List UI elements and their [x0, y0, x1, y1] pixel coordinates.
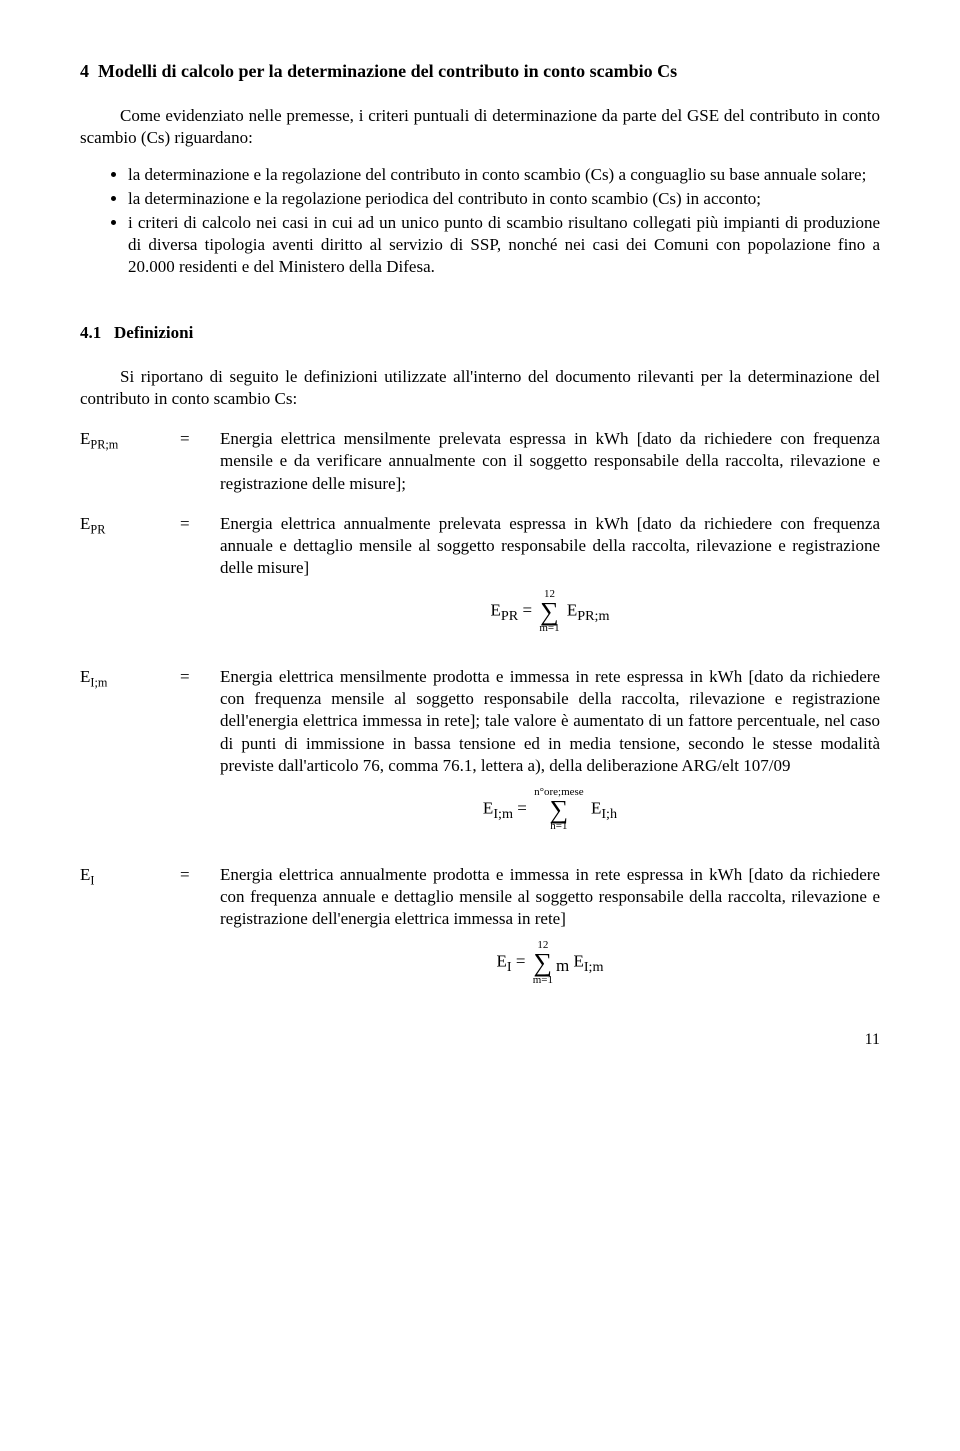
definition-formula: EPR = 12∑m=1 EPR;m	[220, 589, 880, 634]
subsection-intro: Si riportano di seguito le definizioni u…	[80, 366, 880, 410]
section-heading: Modelli di calcolo per la determinazione…	[98, 61, 677, 81]
definition-row: EPR=Energia elettrica annualmente prelev…	[80, 513, 880, 649]
definition-body: Energia elettrica mensilmente prelevata …	[220, 428, 880, 494]
definition-row: EPR;m=Energia elettrica mensilmente prel…	[80, 428, 880, 494]
definition-text: Energia elettrica mensilmente prodotta e…	[220, 666, 880, 776]
section-intro: Come evidenziato nelle premesse, i crite…	[80, 105, 880, 149]
definition-formula: EI = 12∑m=1m EI;m	[220, 940, 880, 985]
list-item: i criteri di calcolo nei casi in cui ad …	[128, 212, 880, 278]
definition-equals: =	[180, 513, 220, 535]
definition-text: Energia elettrica annualmente prelevata …	[220, 513, 880, 579]
definition-row: EI=Energia elettrica annualmente prodott…	[80, 864, 880, 1000]
definition-equals: =	[180, 428, 220, 450]
bullet-list: la determinazione e la regolazione del c…	[80, 164, 880, 278]
definition-row: EI;m=Energia elettrica mensilmente prodo…	[80, 666, 880, 846]
section-number: 4	[80, 61, 89, 81]
definition-text: Energia elettrica annualmente prodotta e…	[220, 864, 880, 930]
definition-symbol: EI	[80, 864, 180, 889]
page-number: 11	[80, 1030, 880, 1051]
definition-formula: EI;m = n°ore;mese∑h=1 EI;h	[220, 787, 880, 832]
definition-text: Energia elettrica mensilmente prelevata …	[220, 428, 880, 494]
list-item: la determinazione e la regolazione del c…	[128, 164, 880, 186]
definition-body: Energia elettrica annualmente prelevata …	[220, 513, 880, 649]
definition-body: Energia elettrica mensilmente prodotta e…	[220, 666, 880, 846]
definition-symbol: EPR;m	[80, 428, 180, 453]
definition-equals: =	[180, 666, 220, 688]
subsection-title: 4.1 Definizioni	[80, 322, 880, 344]
definition-symbol: EI;m	[80, 666, 180, 691]
list-item: la determinazione e la regolazione perio…	[128, 188, 880, 210]
definition-body: Energia elettrica annualmente prodotta e…	[220, 864, 880, 1000]
section-title: 4 Modelli di calcolo per la determinazio…	[80, 60, 880, 83]
definition-equals: =	[180, 864, 220, 886]
definition-symbol: EPR	[80, 513, 180, 538]
subsection-heading: Definizioni	[114, 323, 193, 342]
subsection-number: 4.1	[80, 323, 101, 342]
